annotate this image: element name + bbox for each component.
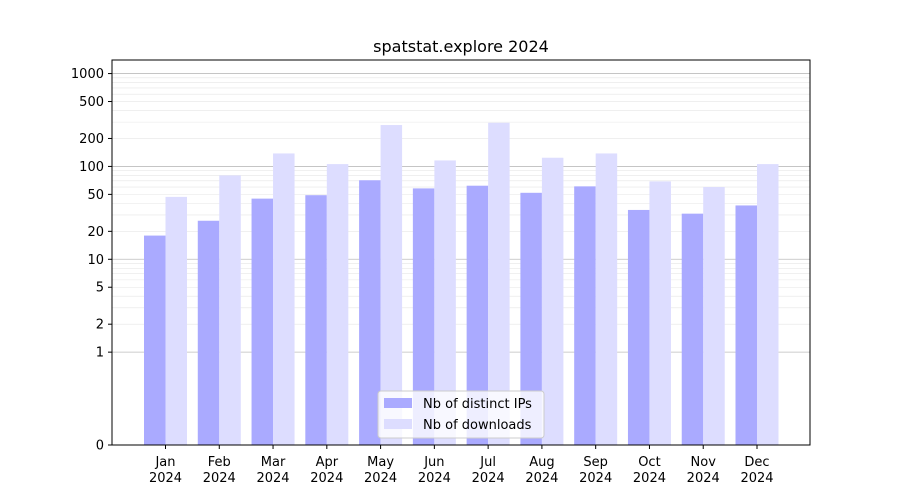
bar-downloads-apr [326, 164, 349, 445]
bar-downloads-feb [219, 175, 241, 446]
x-tick-label-year: 2024 [310, 471, 343, 486]
x-tick-label-year: 2024 [687, 471, 720, 486]
bar-ips-mar [251, 198, 274, 445]
y-tick-label: 200 [79, 132, 104, 147]
y-tick-label: 2 [96, 318, 104, 333]
bar-ips-apr [305, 195, 327, 445]
y-tick-label: 1000 [71, 67, 104, 82]
bar-ips-nov [681, 213, 704, 445]
bar-ips-aug [520, 192, 542, 445]
legend-swatch [384, 398, 412, 408]
x-tick-label-year: 2024 [633, 471, 666, 486]
x-tick-label-year: 2024 [364, 471, 397, 486]
y-tick-label: 1 [96, 346, 104, 361]
bar-ips-jan [144, 235, 166, 445]
bar-ips-may [359, 180, 381, 445]
x-tick-label-year: 2024 [740, 471, 773, 486]
x-tick-label-month: Nov [691, 455, 717, 470]
legend-label: Nb of downloads [423, 418, 532, 433]
y-tick-label: 50 [87, 188, 104, 203]
y-axis: 0 1 2 5 10 20 50 100 200 500 1000 [71, 67, 112, 454]
x-tick-label-month: Jun [423, 455, 444, 470]
bar-downloads-dec [757, 164, 779, 445]
x-tick-label-year: 2024 [256, 471, 289, 486]
x-tick-label-month: Dec [744, 455, 769, 470]
bar-ips-jul [466, 185, 489, 445]
bar-downloads-sep [595, 153, 618, 445]
bar-ips-oct [627, 209, 650, 445]
x-axis: Jan2024Feb2024Mar2024Apr2024May2024Jun20… [149, 445, 774, 486]
y-tick-label: 20 [87, 225, 104, 240]
y-tick-label: 10 [87, 253, 104, 268]
bars [144, 122, 779, 446]
plot-frame [111, 59, 811, 446]
bar-downloads-may [380, 125, 403, 446]
legend-label: Nb of distinct IPs [423, 397, 532, 412]
x-tick-label-year: 2024 [472, 471, 505, 486]
bar-downloads-jul [488, 122, 510, 445]
x-tick-label-month: Jan [154, 455, 175, 470]
bar-ips-jun [412, 188, 435, 445]
x-tick-label-month: May [367, 455, 394, 470]
x-tick-label-year: 2024 [579, 471, 612, 486]
x-tick-label-month: Mar [261, 455, 286, 470]
bar-downloads-jan [165, 196, 187, 445]
bar-downloads-jun [434, 160, 456, 446]
legend: Nb of distinct IPs Nb of downloads [377, 390, 545, 439]
bar-downloads-aug [541, 157, 564, 446]
bar-downloads-oct [649, 181, 671, 446]
legend-swatch [384, 419, 412, 429]
bar-ips-dec [735, 205, 757, 445]
x-tick-label-month: Apr [316, 455, 339, 470]
x-tick-label-month: Sep [583, 455, 608, 470]
legend-box [377, 390, 545, 439]
y-tick-label: 100 [79, 160, 104, 175]
x-tick-label-month: Oct [638, 455, 660, 470]
y-tick-label: 500 [79, 95, 104, 110]
bar-downloads-nov [703, 187, 725, 445]
x-tick-label-year: 2024 [418, 471, 451, 486]
x-tick-label-year: 2024 [149, 471, 182, 486]
x-tick-label-year: 2024 [203, 471, 236, 486]
x-tick-label-month: Feb [208, 455, 231, 470]
x-tick-label-month: Jul [479, 455, 496, 470]
bar-ips-sep [574, 186, 596, 445]
y-tick-label: 5 [96, 281, 104, 296]
y-tick-label: 0 [96, 439, 104, 454]
x-tick-label-year: 2024 [525, 471, 558, 486]
chart-title: spatstat.explore 2024 [373, 37, 549, 56]
bar-downloads-mar [273, 153, 295, 445]
x-tick-label-month: Aug [529, 455, 554, 470]
bar-ips-feb [197, 220, 220, 445]
